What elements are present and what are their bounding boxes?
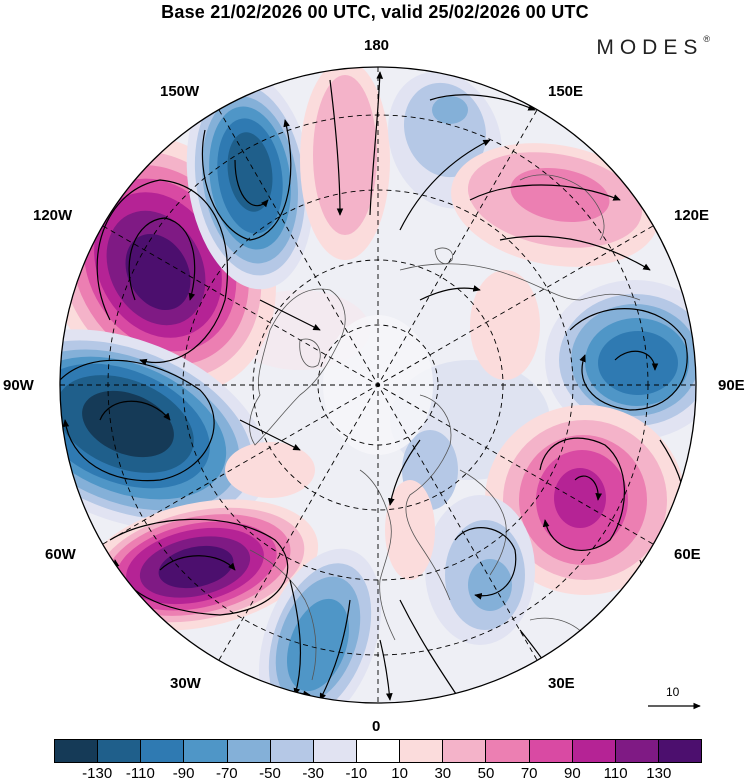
registered-mark: ® [703, 34, 710, 44]
colorbar-swatch [227, 740, 271, 762]
colorbar-swatch [270, 740, 314, 762]
colorbar-swatch [572, 740, 616, 762]
modes-logo: MODES® [596, 34, 710, 60]
colorbar-tick-label: 110 [603, 765, 628, 782]
lon-label-30e: 30E [548, 675, 575, 692]
colorbar-swatch [529, 740, 573, 762]
colorbar-swatch [356, 740, 401, 762]
brand-name: MODES [596, 36, 704, 59]
reference-vector-label: 10 [666, 685, 680, 699]
colorbar-swatch [486, 740, 530, 762]
anomaly-field [60, 67, 696, 703]
colorbar-tick-label: -110 [125, 765, 155, 782]
colorbar-tick-label: 50 [477, 765, 495, 782]
lon-label-150w: 150W [160, 83, 200, 100]
colorbar-tick-label: -70 [215, 765, 238, 782]
anomaly-positive-60w [81, 499, 319, 631]
map-title: Base 21/02/2026 00 UTC, valid 25/02/2026… [161, 2, 589, 22]
lon-label-180: 180 [364, 37, 390, 54]
lon-label-90e: 90E [718, 377, 745, 394]
colorbar [54, 739, 702, 763]
lon-label-150e: 150E [548, 83, 584, 100]
colorbar-tick-label: 10 [391, 765, 408, 782]
colorbar-swatch [658, 740, 702, 762]
colorbar-swatch [615, 740, 659, 762]
anomaly-positive-180 [300, 67, 390, 260]
colorbar-swatch [141, 740, 185, 762]
colorbar-tick-label: -50 [259, 765, 281, 782]
colorbar-tick-label: -90 [172, 765, 195, 782]
lon-label-120e: 120E [674, 207, 710, 224]
colorbar-tick-label: 90 [564, 765, 581, 782]
colorbar-tick-label: 70 [520, 765, 538, 782]
lon-label-0: 0 [372, 718, 381, 735]
colorbar-tick-label: -10 [345, 765, 368, 782]
colorbar-swatch [98, 740, 142, 762]
colorbar-tick-label: -130 [82, 765, 113, 782]
colorbar-swatch [55, 740, 99, 762]
colorbar-swatch [313, 740, 357, 762]
lon-label-90w: 90W [3, 377, 34, 394]
colorbar-tick-label: 130 [646, 765, 672, 782]
colorbar-tick-label: -30 [302, 765, 325, 782]
lon-label-120w: 120W [33, 207, 73, 224]
colorbar-tick-label: 30 [434, 765, 452, 782]
colorbar-swatch [443, 740, 487, 762]
anomaly-negative-150w [186, 70, 314, 290]
anomaly-positive-20e [225, 442, 435, 580]
colorbar-swatch [184, 740, 228, 762]
graticule [60, 67, 696, 703]
coastlines [249, 174, 641, 691]
lon-label-30w: 30W [170, 675, 201, 692]
lon-label-60w: 60W [45, 546, 76, 563]
anomaly-negative-40e [402, 430, 535, 645]
anomaly-negative-90e [545, 280, 696, 440]
map-boundary [59, 66, 697, 704]
colorbar-swatch [400, 740, 444, 762]
lon-label-60e: 60E [674, 546, 701, 563]
